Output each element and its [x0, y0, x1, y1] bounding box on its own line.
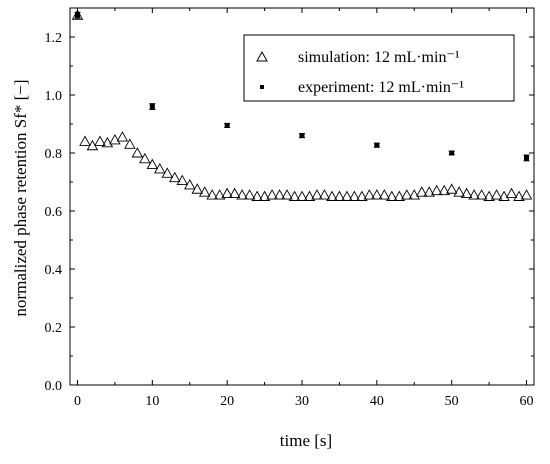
simulation-point — [131, 147, 144, 158]
legend-simulation-label: simulation: 12 mL·min⁻¹ — [298, 49, 460, 66]
y-tick-label: 1.0 — [45, 89, 63, 104]
simulation-point — [191, 183, 203, 194]
experiment-point — [74, 12, 80, 18]
simulation-point — [326, 190, 338, 201]
y-tick-label: 1.2 — [45, 31, 63, 46]
simulation-series — [71, 9, 533, 201]
legend-simulation-marker — [256, 50, 268, 62]
simulation-point — [520, 189, 533, 200]
simulation-point — [445, 183, 458, 194]
experiment-point — [149, 104, 155, 110]
simulation-point — [213, 189, 226, 200]
x-tick-label: 0 — [74, 394, 81, 409]
simulation-point — [356, 190, 368, 201]
experiment-series — [74, 11, 530, 162]
simulation-point — [221, 187, 233, 199]
simulation-point — [101, 136, 114, 148]
simulation-point — [498, 190, 510, 201]
simulation-point — [154, 163, 166, 174]
simulation-point — [475, 189, 488, 200]
simulation-point — [438, 184, 450, 196]
simulation-point — [169, 171, 181, 183]
simulation-point — [408, 189, 421, 200]
simulation-point — [505, 187, 518, 199]
simulation-point — [348, 190, 361, 201]
simulation-point — [258, 190, 271, 201]
y-tick-label: 0.2 — [45, 321, 63, 336]
simulation-point — [296, 190, 308, 201]
simulation-point — [363, 189, 376, 200]
simulation-point — [281, 189, 293, 200]
legend-experiment-label: experiment: 12 mL·min⁻¹ — [298, 79, 464, 96]
experiment-point — [299, 133, 305, 139]
simulation-point — [453, 186, 465, 197]
simulation-point — [176, 174, 189, 186]
experiment-point — [449, 150, 455, 156]
simulation-point — [79, 135, 91, 146]
simulation-point — [333, 190, 346, 201]
simulation-point — [251, 190, 263, 201]
simulation-point — [483, 190, 495, 201]
simulation-point — [116, 131, 129, 142]
x-tick-label: 60 — [520, 394, 534, 409]
simulation-point — [393, 190, 406, 201]
simulation-point — [401, 189, 413, 200]
simulation-point — [341, 190, 353, 201]
legend-experiment-marker — [260, 85, 264, 89]
simulation-point — [124, 138, 136, 149]
simulation-point — [161, 167, 174, 178]
simulation-point — [303, 190, 316, 201]
x-tick-label: 20 — [220, 394, 234, 409]
simulation-point — [386, 190, 398, 201]
simulation-point — [371, 189, 383, 200]
simulation-point — [311, 189, 323, 200]
simulation-point — [146, 158, 159, 170]
simulation-point — [430, 184, 443, 196]
x-tick-label: 30 — [295, 394, 309, 409]
simulation-point — [183, 178, 196, 190]
y-tick-label: 0.6 — [45, 205, 63, 220]
simulation-point — [228, 187, 241, 199]
simulation-point — [273, 189, 286, 200]
simulation-point — [468, 189, 480, 200]
y-tick-label: 0.8 — [45, 147, 63, 162]
simulation-point — [513, 190, 525, 201]
simulation-point — [378, 189, 391, 200]
y-tick-label: 0.4 — [45, 263, 63, 278]
simulation-point — [236, 189, 248, 200]
simulation-point — [490, 189, 503, 200]
legend-box — [243, 34, 515, 102]
experiment-point — [374, 142, 380, 148]
y-tick-label: 0.0 — [45, 379, 63, 394]
simulation-point — [243, 189, 256, 200]
simulation-point — [318, 189, 331, 200]
simulation-point — [109, 134, 121, 145]
x-tick-label: 40 — [370, 394, 384, 409]
x-axis-title: time [s] — [280, 431, 332, 450]
simulation-point — [198, 186, 211, 197]
x-axis-ticks: 0 10 20 30 40 50 60 — [74, 8, 534, 409]
x-tick-label: 50 — [445, 394, 459, 409]
simulation-point — [206, 189, 218, 200]
experiment-point — [224, 122, 230, 128]
simulation-point — [423, 186, 435, 197]
y-axis-ticks: 0.0 0.2 0.4 0.6 0.8 1.0 1.2 — [45, 31, 534, 394]
experiment-point — [524, 155, 530, 161]
legend: simulation: 12 mL·min⁻¹ experiment: 12 m… — [243, 34, 515, 102]
simulation-point — [94, 135, 106, 146]
simulation-point — [460, 187, 473, 199]
y-axis-title: normalized phase retention Sf* [−] — [11, 79, 30, 316]
simulation-point — [415, 186, 428, 197]
simulation-point — [266, 189, 278, 200]
simulation-point — [288, 190, 301, 201]
x-tick-label: 10 — [145, 394, 159, 409]
simulation-point — [139, 152, 151, 164]
